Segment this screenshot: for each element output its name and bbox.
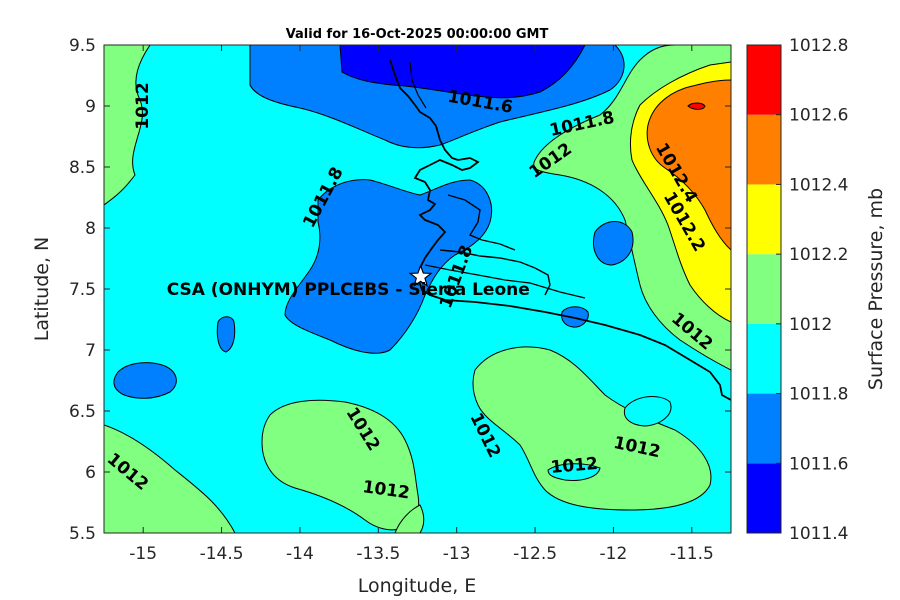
river-4	[409, 61, 427, 109]
y-tick-label: 7.5	[69, 280, 96, 300]
x-tick-label: -11.5	[670, 544, 714, 564]
field-1011-6-region-far-west-blob	[113, 362, 177, 399]
colorbar-segment	[747, 114, 781, 185]
field-1011-4-region-north	[339, 45, 586, 99]
colorbar-label: Surface Pressure, mb	[865, 188, 887, 390]
colorbar-tick-label: 1012.6	[789, 106, 848, 126]
field-1012-region-se	[472, 346, 712, 511]
y-tick-label: 8.5	[69, 158, 96, 178]
colorbar-tick-label: 1012.4	[789, 175, 848, 195]
field-1011-8-hole-se-small	[547, 463, 601, 481]
colorbar-segment	[747, 393, 781, 464]
river-1	[439, 249, 551, 296]
colorbar-segment	[747, 184, 781, 255]
field-1012-region-sw	[104, 424, 236, 533]
x-axis-label: Longitude, E	[358, 575, 477, 597]
colorbar-tick-label: 1012.2	[789, 245, 848, 265]
river-3	[424, 264, 586, 299]
field-1011-6-region-central	[284, 179, 493, 354]
x-tick-label: -13	[443, 544, 471, 564]
contour-label: 1012	[550, 454, 599, 478]
colorbar-tick-label: 1011.4	[789, 524, 848, 544]
y-axis-ticks: 5.5 6 6.5 7 7.5 8 8.5 9 9.5	[69, 36, 731, 544]
y-tick-label: 9	[85, 97, 96, 117]
colorbar-segment	[747, 463, 781, 533]
x-tick-label: -14.5	[200, 544, 244, 564]
y-tick-label: 6.5	[69, 402, 96, 422]
station-label: CSA (ONHYM) PPLCEBS - Sierra Leone	[167, 280, 530, 300]
colorbar-segment	[747, 323, 781, 394]
field-1011-6-region-west-blob	[216, 316, 236, 353]
field-1011-6-region-coast-blob	[561, 306, 589, 328]
y-axis-label: Latitude, N	[31, 237, 53, 342]
y-tick-label: 5.5	[69, 524, 96, 544]
field-1011-8-hole-se	[623, 396, 672, 427]
field-1012-region-nw	[104, 45, 151, 206]
chart-title: Valid for 16-Oct-2025 00:00:00 GMT	[286, 27, 549, 42]
x-tick-label: -14	[286, 544, 314, 564]
field-1012-region-south-patch	[394, 504, 425, 533]
colorbar-tick-label: 1012.8	[789, 36, 848, 56]
field-1012-6-spot	[687, 102, 706, 110]
x-tick-label: -12.5	[513, 544, 557, 564]
colorbar-segment	[747, 254, 781, 324]
river-2	[447, 194, 516, 251]
colorbar-tick-label: 1012	[789, 315, 832, 335]
station-star-icon	[408, 264, 433, 288]
colorbar-border	[746, 44, 782, 534]
coastline	[389, 59, 731, 401]
x-tick-label: -13.5	[356, 544, 400, 564]
colorbar-segment	[747, 45, 781, 115]
field-1012-4-region-east	[646, 79, 731, 251]
x-tick-label: -12	[600, 544, 628, 564]
x-axis-ticks: -15 -14.5 -14 -13.5 -13 -12.5 -12 -11.5	[129, 45, 714, 564]
y-tick-label: 6	[85, 463, 96, 483]
y-tick-label: 9.5	[69, 36, 96, 56]
colorbar: 1011.4 1011.6 1011.8 1012 1012.2 1012.4 1012.6…	[746, 36, 848, 544]
colorbar-tick-label: 1011.6	[789, 454, 848, 474]
y-tick-label: 7	[85, 341, 96, 361]
y-tick-label: 8	[85, 219, 96, 239]
field-1011-6-region-east-blob	[593, 221, 634, 266]
contour-label: 1012	[133, 82, 153, 129]
x-tick-label: -15	[129, 544, 157, 564]
colorbar-tick-label: 1011.8	[789, 385, 848, 405]
